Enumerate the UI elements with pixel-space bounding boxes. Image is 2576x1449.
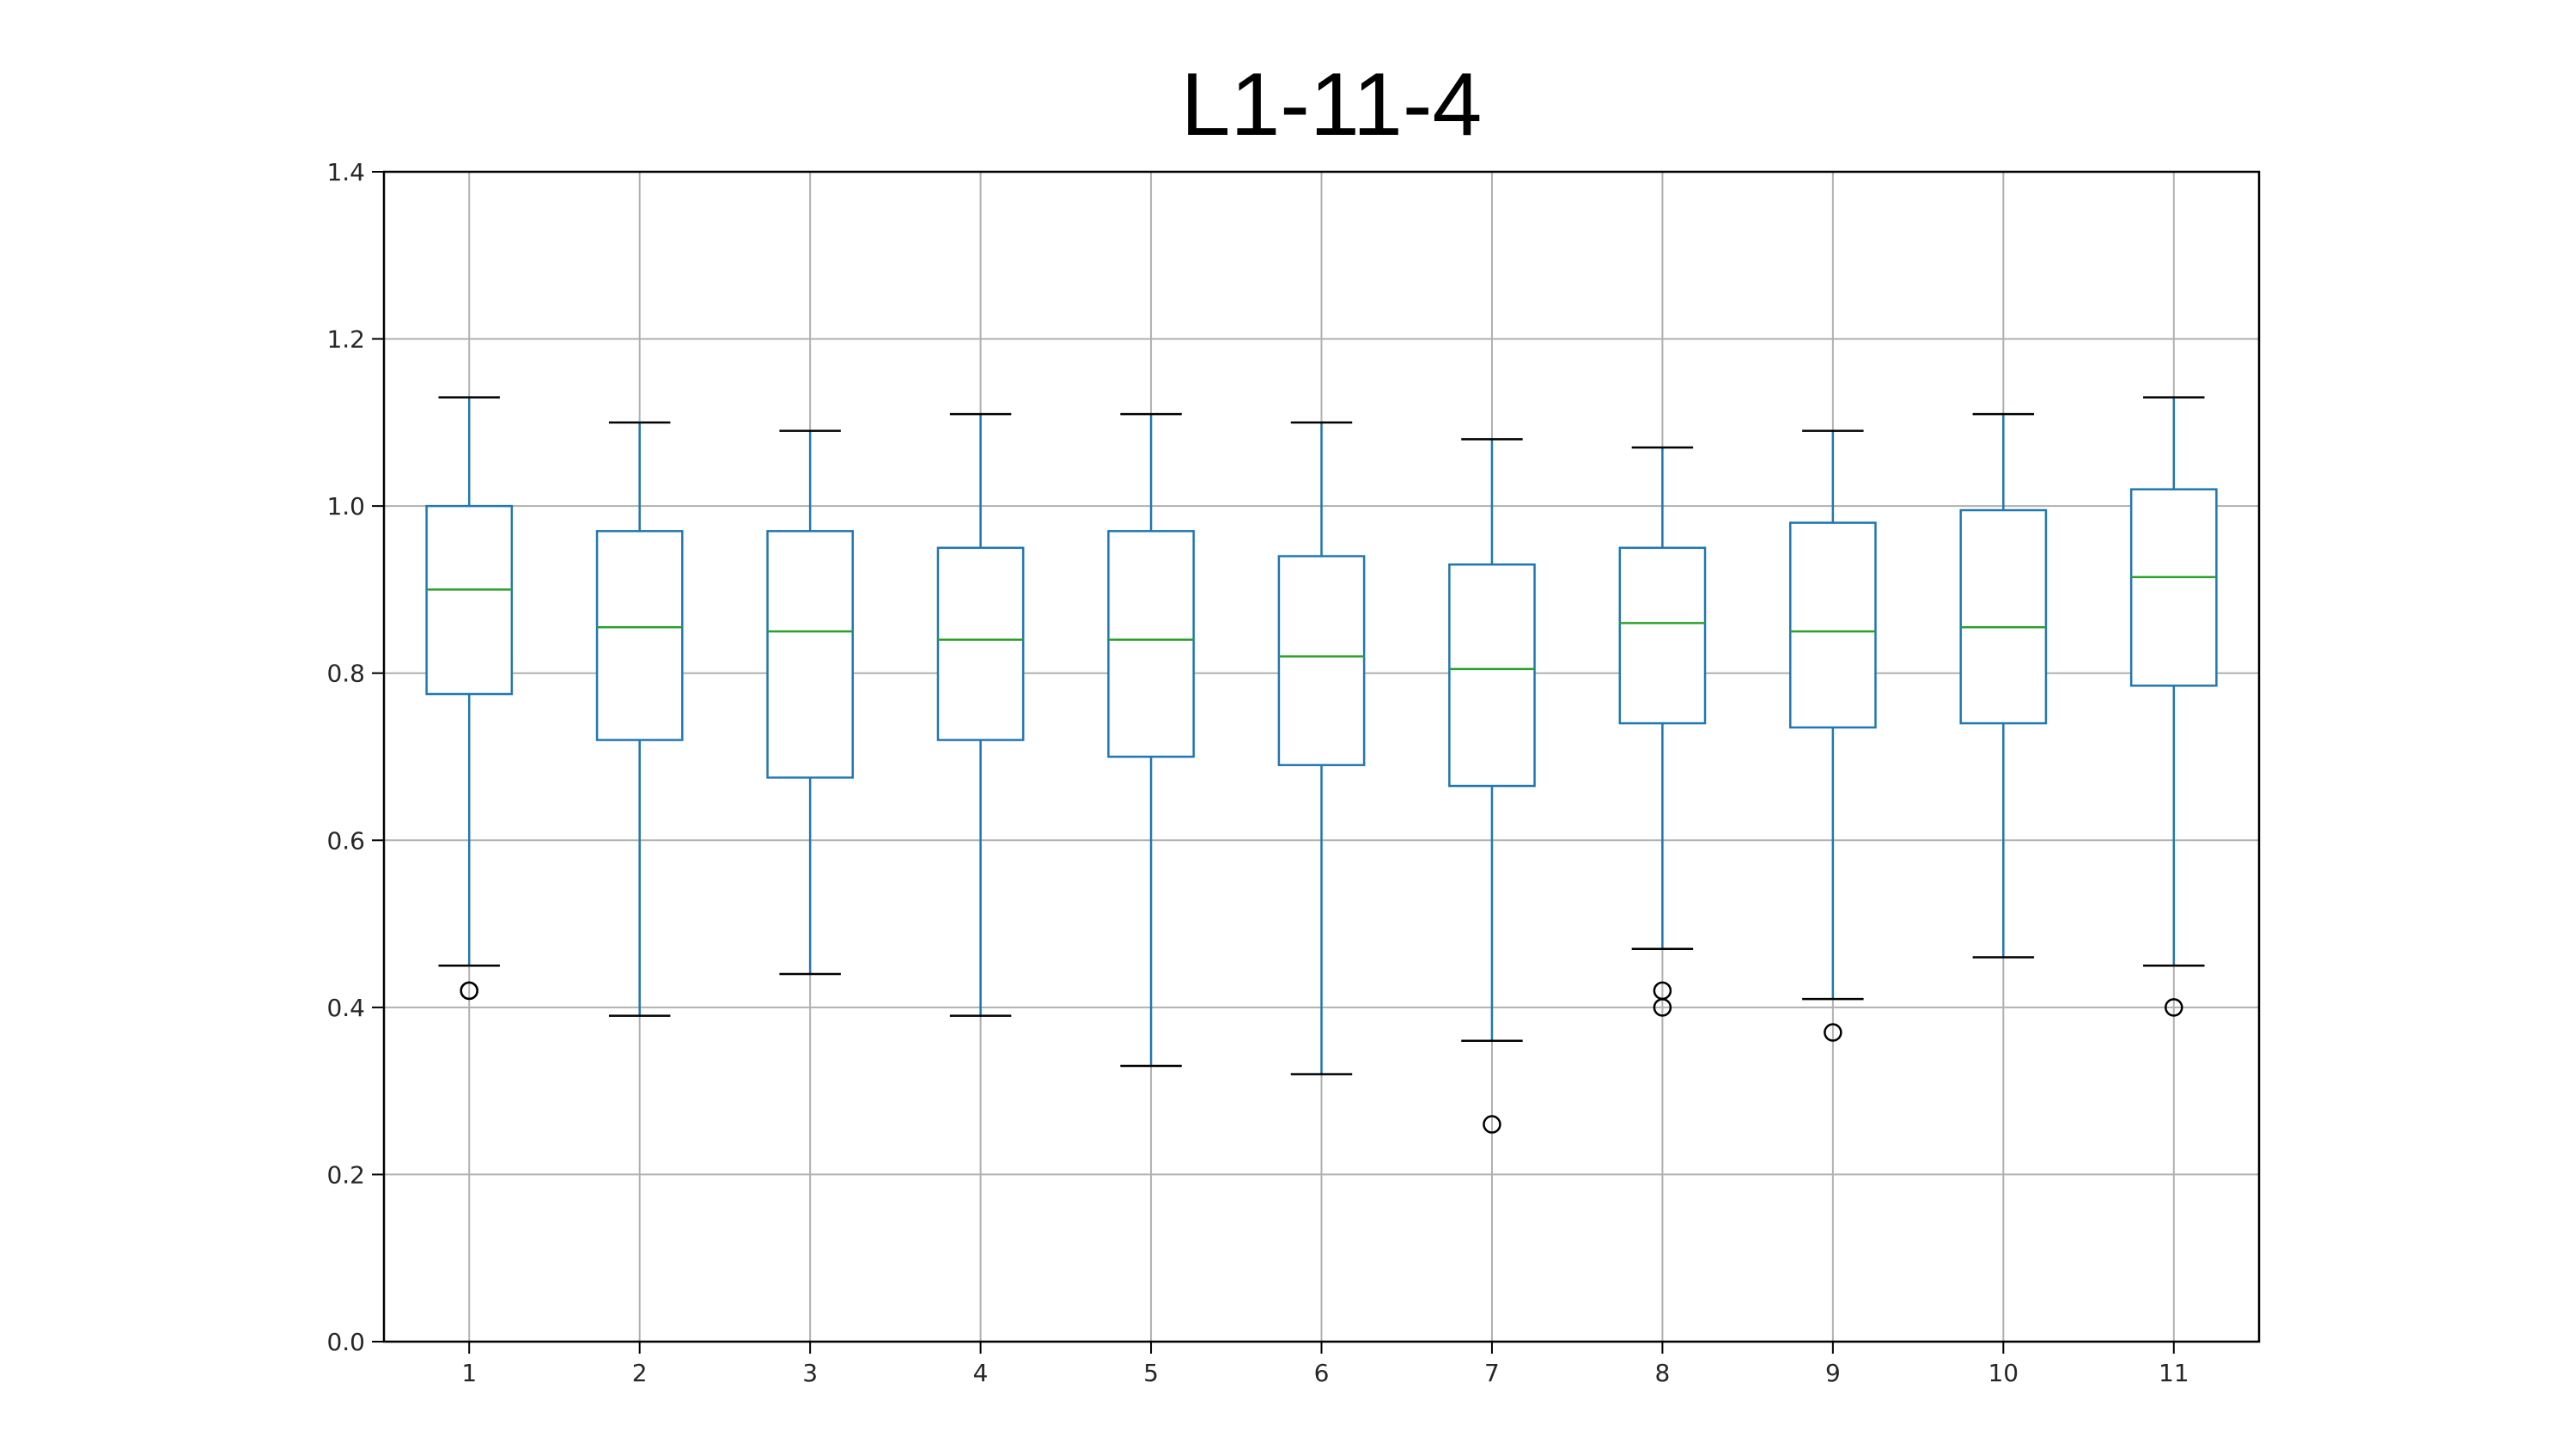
x-tick-label: 8 [1654, 1359, 1670, 1387]
outlier-point [1824, 1023, 1842, 1042]
x-tick-label: 9 [1825, 1359, 1841, 1387]
box-group-5 [1107, 412, 1195, 1068]
box-iqr [936, 546, 1025, 741]
chart-title: L1-11-4 [1180, 55, 1483, 155]
box-series [425, 396, 2218, 1134]
box-iqr [1277, 555, 1366, 766]
x-tick-label: 1 [461, 1359, 477, 1387]
box-group-8 [1618, 446, 1707, 1017]
box-iqr [766, 530, 854, 779]
box-iqr [595, 530, 684, 741]
x-tick-label: 6 [1314, 1359, 1330, 1387]
axes: 0.0 0.2 0.4 0.6 0.8 1.0 1.2 1.4 1 2 3 4 5 6 7 8 9 10 11 [326, 158, 2261, 1387]
y-tick-label: 0.8 [326, 660, 365, 688]
box-iqr [1618, 546, 1707, 725]
y-tick-label: 0.6 [326, 826, 365, 855]
x-tick-label: 3 [802, 1359, 818, 1387]
box-group-11 [2129, 396, 2218, 1017]
box-iqr [425, 504, 514, 696]
y-tick-label: 0.2 [326, 1160, 365, 1189]
x-tick-label: 5 [1143, 1359, 1159, 1387]
box-iqr [1107, 530, 1195, 758]
y-tick-label: 1.4 [326, 158, 365, 186]
box-group-7 [1448, 438, 1536, 1134]
box-group-10 [1959, 412, 2048, 959]
x-tick-label: 10 [1988, 1359, 2019, 1387]
x-tick-label: 4 [973, 1359, 989, 1387]
x-tick-label: 7 [1484, 1359, 1500, 1387]
box-group-4 [936, 412, 1025, 1017]
x-tick-label: 11 [2159, 1359, 2189, 1387]
box-group-6 [1277, 421, 1366, 1075]
box-iqr [1789, 521, 1877, 729]
box-group-9 [1789, 429, 1877, 1042]
y-tick-label: 1.0 [326, 492, 365, 521]
y-tick-label: 0.0 [326, 1328, 365, 1356]
box-iqr [1448, 563, 1536, 788]
box-group-2 [595, 421, 684, 1017]
outlier-point [1483, 1115, 1501, 1134]
outlier-point [1653, 998, 1672, 1017]
box-group-1 [425, 396, 514, 1001]
x-tick-label: 2 [632, 1359, 648, 1387]
y-tick-label: 1.2 [326, 326, 365, 354]
box-iqr [2129, 488, 2218, 687]
box-group-3 [766, 429, 854, 976]
outlier-point [460, 981, 478, 1001]
box-iqr [1959, 508, 2048, 725]
outlier-point [2165, 998, 2183, 1017]
y-tick-label: 0.4 [326, 994, 365, 1022]
